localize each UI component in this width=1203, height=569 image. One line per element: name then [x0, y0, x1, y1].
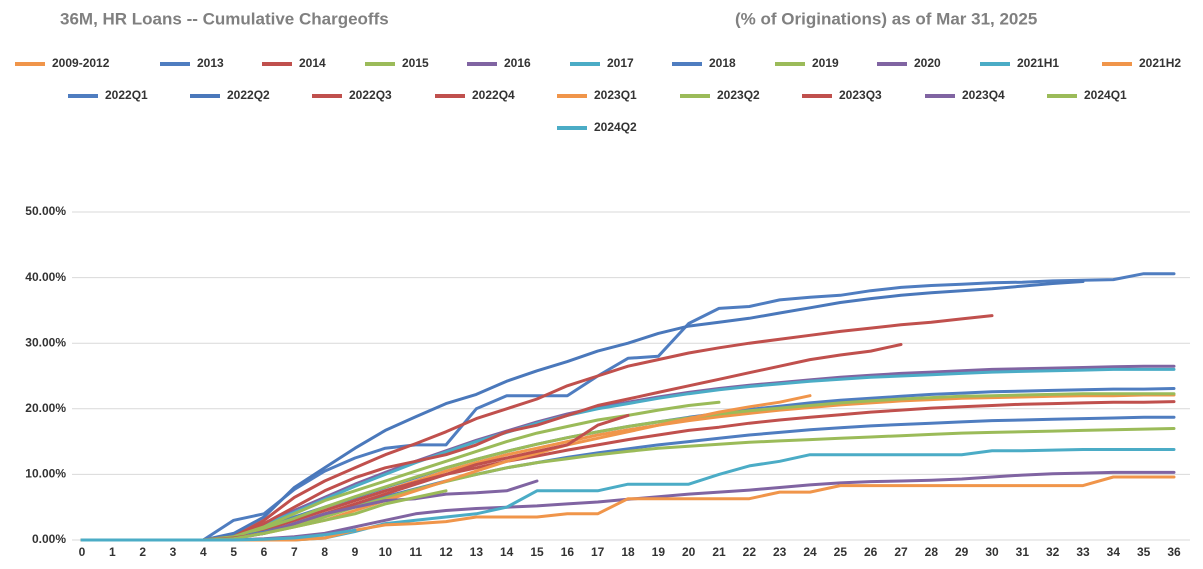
- legend-label: 2022Q4: [472, 88, 515, 102]
- legend-label: 2022Q2: [227, 88, 270, 102]
- x-tick-label: 2: [139, 545, 146, 559]
- x-tick-label: 22: [743, 545, 757, 559]
- legend-label: 2020: [914, 56, 941, 70]
- x-tick-label: 8: [321, 545, 328, 559]
- x-tick-label: 12: [439, 545, 453, 559]
- x-tick-label: 31: [1016, 545, 1030, 559]
- y-tick-label: 50.00%: [25, 204, 66, 218]
- legend-label: 2019: [812, 56, 839, 70]
- legend-label: 2013: [197, 56, 224, 70]
- x-tick-label: 3: [170, 545, 177, 559]
- y-tick-label: 0.00%: [32, 532, 66, 546]
- y-tick-label: 20.00%: [25, 401, 66, 415]
- x-tick-label: 11: [409, 545, 422, 559]
- legend-label: 2014: [299, 56, 326, 70]
- legend-label: 2022Q3: [349, 88, 392, 102]
- chart-title: 36M, HR Loans -- Cumulative Chargeoffs: [60, 9, 389, 28]
- legend-label: 2023Q1: [594, 88, 637, 102]
- x-tick-label: 4: [200, 545, 207, 559]
- legend-label: 2024Q1: [1084, 88, 1127, 102]
- x-tick-label: 5: [230, 545, 237, 559]
- legend-label: 2023Q3: [839, 88, 882, 102]
- legend-label: 2015: [402, 56, 429, 70]
- x-tick-label: 14: [500, 545, 514, 559]
- x-tick-label: 29: [955, 545, 969, 559]
- x-tick-label: 1: [109, 545, 116, 559]
- x-tick-label: 19: [652, 545, 666, 559]
- x-tick-label: 13: [470, 545, 484, 559]
- legend-label: 2018: [709, 56, 736, 70]
- x-tick-label: 16: [561, 545, 575, 559]
- series-line: [80, 280, 1085, 542]
- x-tick-label: 34: [1107, 545, 1121, 559]
- x-tick-label: 18: [621, 545, 635, 559]
- legend-label: 2009-2012: [52, 56, 110, 70]
- x-tick-label: 10: [379, 545, 393, 559]
- x-tick-label: 26: [864, 545, 878, 559]
- x-tick-label: 27: [894, 545, 908, 559]
- x-tick-label: 28: [925, 545, 939, 559]
- x-tick-label: 17: [591, 545, 605, 559]
- x-tick-label: 25: [834, 545, 848, 559]
- legend-label: 2021H1: [1017, 56, 1059, 70]
- chart-subtitle: (% of Originations) as of Mar 31, 2025: [735, 9, 1037, 28]
- x-tick-label: 30: [985, 545, 999, 559]
- y-tick-label: 30.00%: [25, 335, 66, 349]
- series-line: [80, 528, 357, 542]
- x-tick-label: 21: [712, 545, 726, 559]
- legend-label: 2023Q4: [962, 88, 1005, 102]
- legend-label: 2022Q1: [105, 88, 148, 102]
- x-tick-label: 15: [530, 545, 544, 559]
- y-tick-label: 10.00%: [25, 467, 66, 481]
- series-line: [80, 415, 1176, 542]
- x-tick-label: 9: [352, 545, 359, 559]
- series-line: [80, 272, 1176, 542]
- x-tick-label: 20: [682, 545, 696, 559]
- legend-label: 2017: [607, 56, 634, 70]
- legend-label: 2024Q2: [594, 120, 637, 134]
- x-tick-label: 33: [1076, 545, 1090, 559]
- series-line: [80, 400, 1176, 542]
- legend-label: 2021H2: [1139, 56, 1181, 70]
- legend-label: 2016: [504, 56, 531, 70]
- y-tick-label: 40.00%: [25, 270, 66, 284]
- x-tick-label: 36: [1167, 545, 1181, 559]
- x-tick-label: 0: [79, 545, 86, 559]
- x-tick-label: 35: [1137, 545, 1151, 559]
- x-tick-label: 6: [261, 545, 268, 559]
- x-tick-label: 7: [291, 545, 298, 559]
- x-tick-label: 32: [1046, 545, 1060, 559]
- legend-label: 2023Q2: [717, 88, 760, 102]
- x-tick-label: 24: [803, 545, 817, 559]
- x-tick-label: 23: [773, 545, 787, 559]
